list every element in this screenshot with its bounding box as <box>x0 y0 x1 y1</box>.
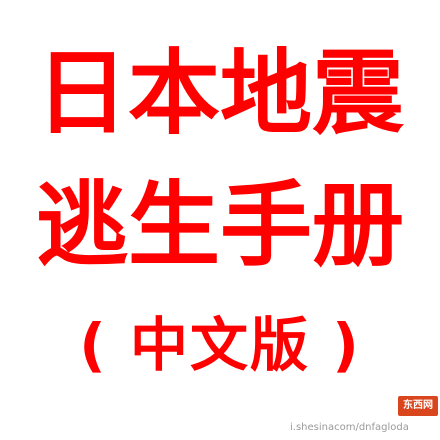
watermark-url: i.shesinacom/dnfagloda <box>290 422 409 433</box>
watermark-logo: 东西网 <box>398 396 438 416</box>
poster-title-line-1: 日本地震 <box>35 40 404 147</box>
poster-subtitle: ( 中文版 ) <box>79 311 361 379</box>
poster-title-line-2: 逃生手册 <box>35 172 404 279</box>
